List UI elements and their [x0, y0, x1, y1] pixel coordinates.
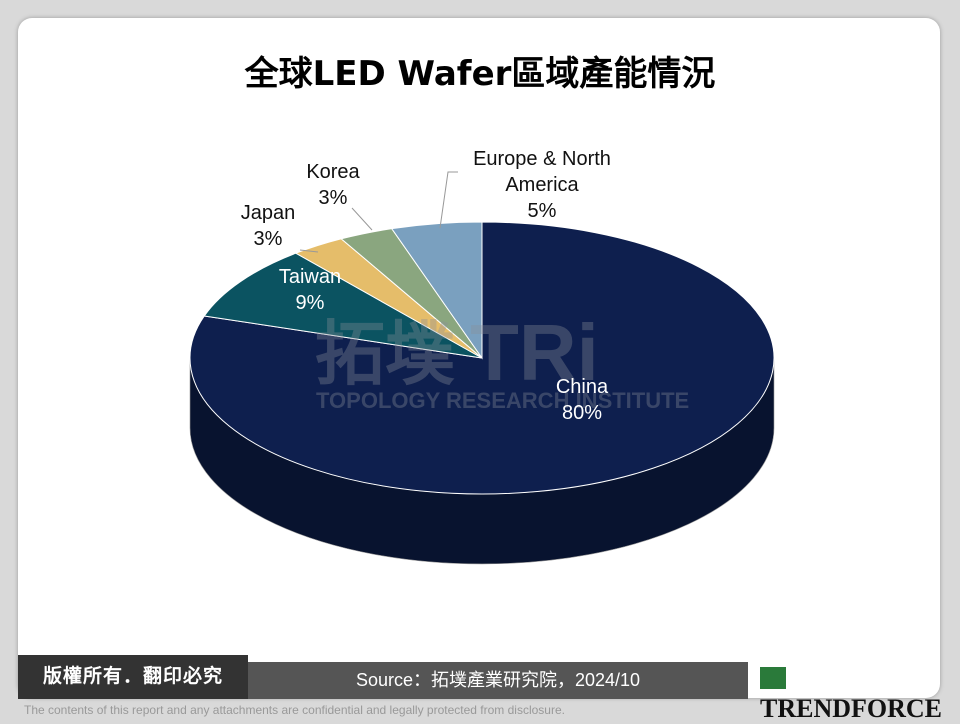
leader-line [439, 171, 458, 229]
watermark-name: TOPOLOGY RESEARCH INSTITUTE [316, 388, 689, 413]
leader-lines [299, 171, 458, 253]
disclaimer: The contents of this report and any atta… [24, 703, 565, 717]
leader-line [351, 207, 373, 231]
data-label: China 80% [522, 374, 642, 426]
value-label: 3% [318, 187, 348, 209]
data-label: Europe & North America 5% [452, 146, 632, 224]
value-label: 9% [295, 292, 325, 314]
brand-icon [760, 667, 786, 689]
brand-text: TRENDFORCE [760, 694, 943, 723]
pie-slice [203, 252, 483, 359]
category-label: China [555, 376, 609, 398]
chart-title: 全球LED Wafer區域產能情況 [244, 54, 716, 94]
value-label: 3% [253, 228, 283, 250]
category-label: Europe & North America [473, 148, 611, 196]
category-label: Korea [306, 161, 360, 183]
category-label: Taiwan [278, 266, 342, 288]
category-label: Japan [240, 202, 296, 224]
copyright: 版權所有．翻印必究 [18, 655, 248, 699]
brand: TRENDFORCE [760, 664, 960, 724]
data-label: Korea 3% [273, 159, 393, 211]
value-label: 5% [527, 200, 557, 222]
watermark: 拓墣 TRi TOPOLOGY RESEARCH INSTITUTE [315, 308, 689, 413]
watermark-cn: 拓墣 [315, 315, 455, 393]
value-label: 80% [561, 402, 603, 424]
data-label: Taiwan 9% [250, 264, 370, 316]
watermark-logo: TRi [470, 308, 599, 397]
source: Source：拓墣產業研究院，2024/10 [248, 662, 748, 699]
data-label: Japan 3% [208, 200, 328, 252]
pie-slice [390, 221, 483, 360]
leader-line [299, 249, 319, 253]
